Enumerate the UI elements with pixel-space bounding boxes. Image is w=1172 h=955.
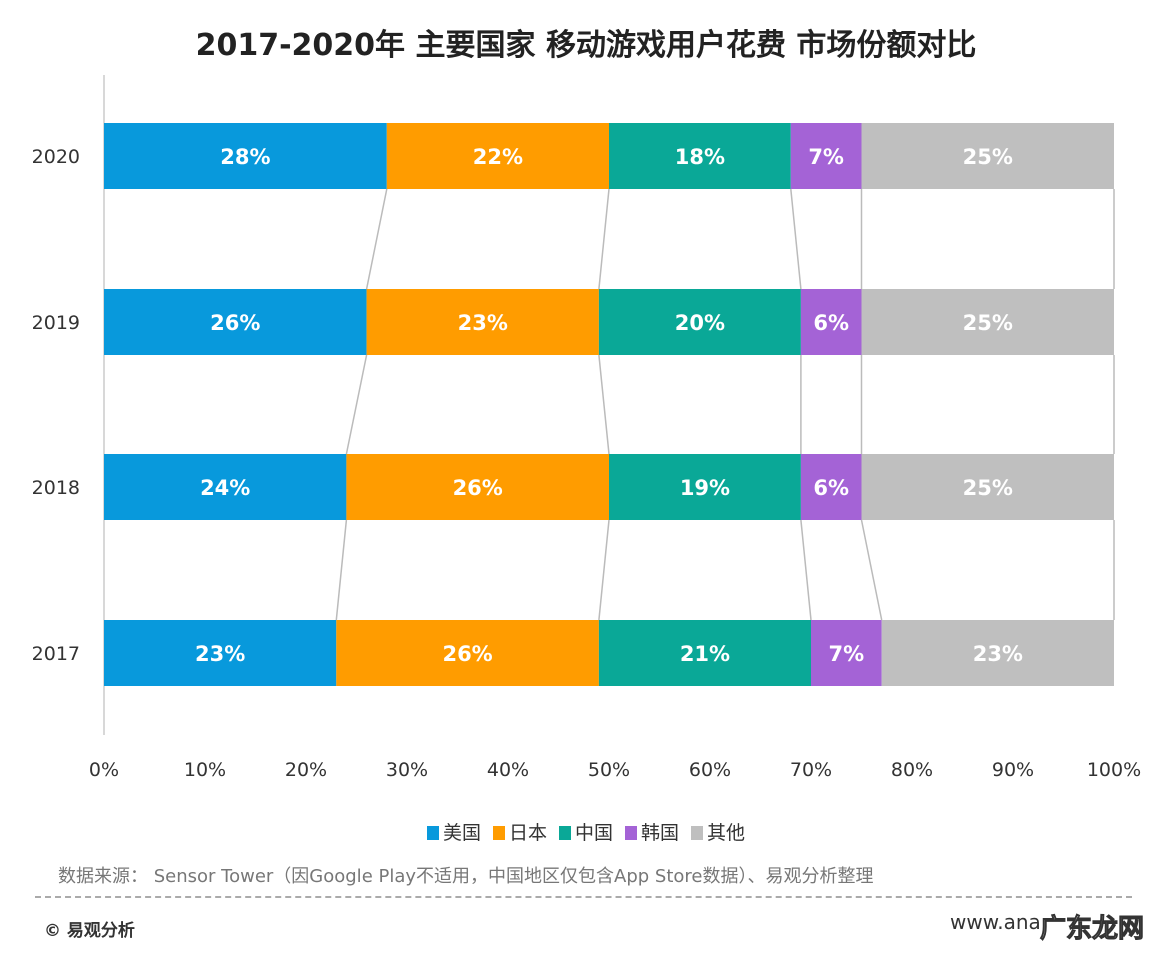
x-tick-label: 60% xyxy=(689,759,731,781)
chart-plot: 2020 28% 22% 18% 7% 25% 2019 26% 23% 20% 6% 25% 2018… xyxy=(32,75,1141,781)
x-tick-label: 10% xyxy=(184,759,226,781)
legend-label: 中国 xyxy=(574,822,613,844)
connector-line xyxy=(800,519,812,621)
data-label: 28% xyxy=(220,145,270,169)
connector-line xyxy=(598,188,610,290)
legend-item: 韩国 xyxy=(625,818,679,845)
category-label: 2019 xyxy=(32,312,80,334)
connector-line xyxy=(598,519,610,621)
data-label: 26% xyxy=(210,311,260,335)
site-url: www.ana xyxy=(950,910,1041,934)
data-label: 22% xyxy=(473,145,523,169)
bar-segment xyxy=(790,123,862,189)
legend-item: 日本 xyxy=(492,818,547,845)
x-tick-label: 70% xyxy=(790,759,832,781)
bar-segment xyxy=(861,289,1114,355)
legend-label: 美国 xyxy=(442,822,481,844)
legend-swatch xyxy=(691,826,704,840)
x-tick-label: 0% xyxy=(89,759,119,781)
divider xyxy=(35,896,1132,898)
data-label: 20% xyxy=(675,311,725,335)
legend-swatch xyxy=(426,826,439,840)
legend-label: 韩国 xyxy=(641,822,680,844)
data-label: 18% xyxy=(675,145,725,169)
x-tick-label: 100% xyxy=(1087,759,1141,781)
data-label: 19% xyxy=(680,476,730,500)
bar-segment xyxy=(386,123,609,189)
copyright: © 易观分析 xyxy=(44,921,135,941)
legend-item: 其他 xyxy=(691,818,745,845)
data-label: 6% xyxy=(813,476,849,500)
x-tick-label: 80% xyxy=(891,759,933,781)
legend-label: 日本 xyxy=(508,822,547,844)
legend-swatch xyxy=(492,826,505,840)
bar-segment xyxy=(881,620,1114,686)
x-tick-label: 20% xyxy=(285,759,327,781)
legend: 美国 日本 中国 韩国 其他 xyxy=(0,818,1172,845)
legend-swatch xyxy=(558,826,571,840)
bar-segment xyxy=(861,454,1114,520)
legend-label: 其他 xyxy=(707,822,746,844)
bar-segment xyxy=(609,123,791,189)
data-label: 25% xyxy=(963,476,1013,500)
connector-line xyxy=(365,188,388,290)
chart-title: 2017-2020年 主要国家 移动游戏用户花费 市场份额对比 xyxy=(195,28,977,63)
bar-segment xyxy=(104,123,387,189)
bar-segment xyxy=(104,289,367,355)
bar-segment xyxy=(598,289,801,355)
legend-swatch xyxy=(625,826,637,840)
watermark: 广东龙网 xyxy=(1039,914,1145,945)
bar-segment xyxy=(800,454,862,520)
bar-segment xyxy=(609,454,801,520)
bar-segment xyxy=(104,620,337,686)
x-tick-label: 40% xyxy=(487,759,529,781)
bar-segment xyxy=(800,289,862,355)
bar-segment xyxy=(346,454,609,520)
bar-segment xyxy=(861,123,1114,189)
x-tick-label: 30% xyxy=(386,759,428,781)
connector-line xyxy=(598,354,610,455)
data-label: 23% xyxy=(195,642,245,666)
legend-item: 中国 xyxy=(558,818,613,845)
bar-segment xyxy=(598,620,811,686)
connector-line xyxy=(860,519,883,621)
connector-line xyxy=(335,519,348,621)
data-label: 21% xyxy=(680,642,730,666)
x-tick-label: 90% xyxy=(992,759,1034,781)
x-tick-label: 50% xyxy=(588,759,630,781)
bar-segment xyxy=(336,620,599,686)
connector-line xyxy=(345,354,368,455)
data-label: 7% xyxy=(829,642,865,666)
bar-segment xyxy=(104,454,347,520)
source-note: 数据来源： Sensor Tower（因Google Play不适用，中国地区仅… xyxy=(58,866,874,887)
data-label: 26% xyxy=(442,642,492,666)
data-label: 6% xyxy=(813,311,849,335)
category-label: 2018 xyxy=(32,477,80,499)
bar-segment xyxy=(811,620,882,686)
data-label: 25% xyxy=(963,311,1013,335)
data-label: 24% xyxy=(200,476,250,500)
legend-item: 美国 xyxy=(426,818,481,845)
category-label: 2020 xyxy=(32,146,80,168)
data-label: 26% xyxy=(453,476,503,500)
bar-segment xyxy=(366,289,599,355)
connector-line xyxy=(790,188,802,290)
data-label: 23% xyxy=(973,642,1023,666)
category-label: 2017 xyxy=(32,643,80,665)
data-label: 7% xyxy=(808,145,844,169)
data-label: 23% xyxy=(458,311,508,335)
data-label: 25% xyxy=(963,145,1013,169)
